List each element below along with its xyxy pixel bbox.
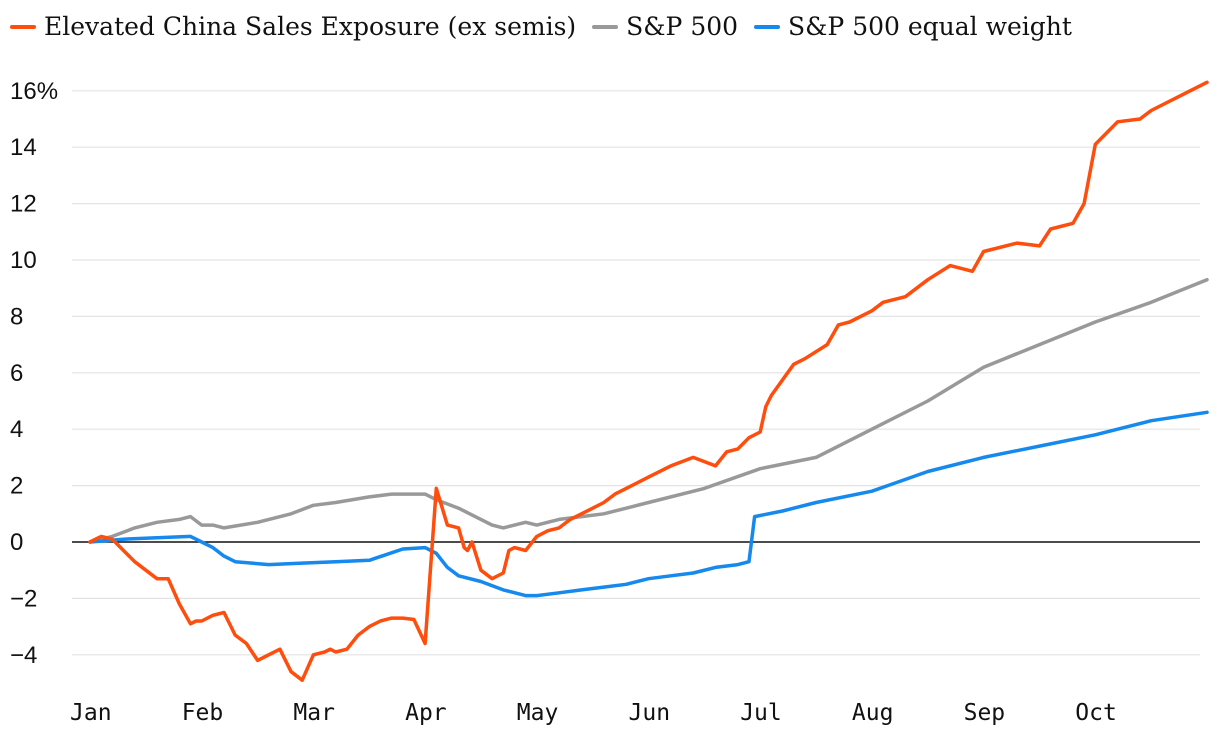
series-line-sp500-equal-weight: [88, 410, 1209, 598]
x-tick-label: Feb: [182, 700, 224, 726]
y-tick-label: 10: [10, 247, 37, 274]
legend-swatch-china-exposure: [10, 24, 36, 29]
x-tick-label: Apr: [405, 700, 447, 726]
legend-item-china-exposure: Elevated China Sales Exposure (ex semis): [10, 12, 576, 41]
x-tick-label: Sep: [964, 700, 1006, 726]
x-tick-label: Aug: [852, 700, 894, 726]
legend-label-sp500-equal-weight: S&P 500 equal weight: [788, 12, 1072, 41]
x-axis-ticks: Jan Feb Mar Apr May Jun Jul Aug Sep Oct: [70, 700, 1117, 726]
legend-swatch-sp500-equal-weight: [754, 24, 781, 29]
legend-item-sp500-equal-weight: S&P 500 equal weight: [754, 12, 1072, 41]
y-tick-label: −2: [10, 585, 37, 612]
series-line-china-exposure: [88, 80, 1209, 682]
y-tick-label: −4: [10, 642, 37, 669]
y-tick-label: 4: [10, 416, 23, 443]
legend-item-sp500: S&P 500: [592, 12, 738, 41]
series-line-sp500: [88, 277, 1209, 544]
grid: [72, 90, 1200, 656]
x-tick-label: Jun: [629, 700, 671, 726]
y-tick-label: 16%: [10, 78, 58, 105]
y-tick-label: 6: [10, 360, 23, 387]
y-tick-label: 12: [10, 191, 37, 218]
legend-label-china-exposure: Elevated China Sales Exposure (ex semis): [44, 12, 577, 41]
x-tick-label: Oct: [1075, 700, 1117, 726]
x-tick-label: Jul: [740, 700, 782, 726]
series-lines: [88, 80, 1209, 682]
legend: Elevated China Sales Exposure (ex semis)…: [10, 12, 1072, 41]
x-tick-label: May: [517, 700, 559, 726]
x-tick-label: Mar: [293, 700, 335, 726]
legend-swatch-sp500: [592, 24, 619, 29]
y-tick-label: 2: [10, 473, 23, 500]
y-axis-ticks: −4 −2 0 2 4 6 8 10 12 14 16%: [10, 78, 58, 669]
legend-label-sp500: S&P 500: [626, 12, 739, 41]
y-tick-label: 0: [10, 529, 23, 556]
x-tick-label: Jan: [70, 700, 112, 726]
y-tick-label: 14: [10, 134, 37, 161]
y-tick-label: 8: [10, 303, 23, 330]
